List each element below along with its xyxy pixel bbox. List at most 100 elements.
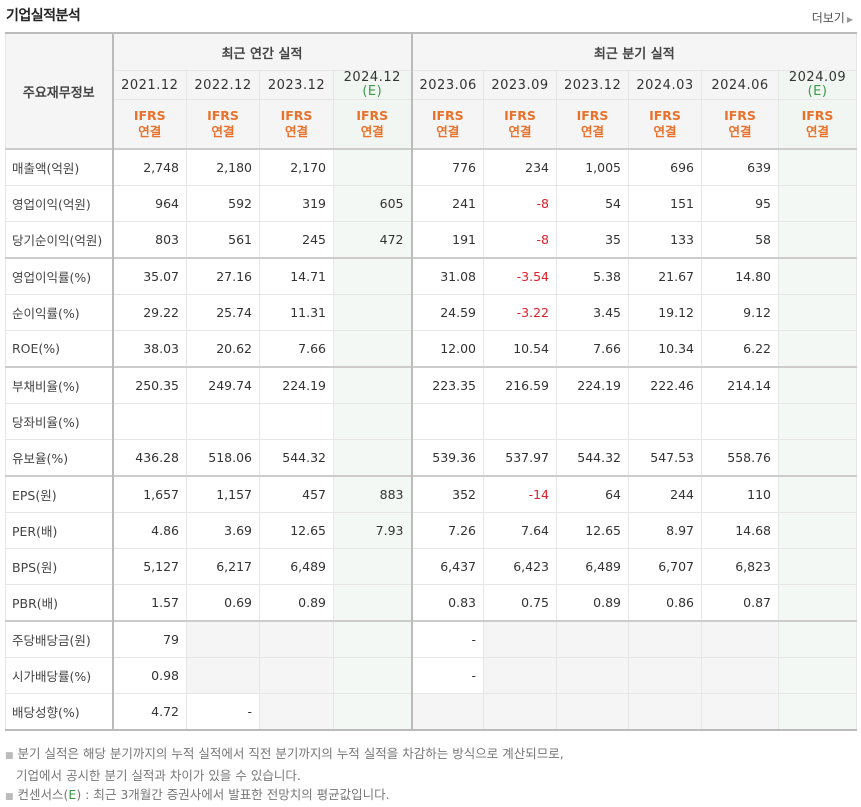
ifrs-label: IFRS [724, 108, 756, 123]
value-cell [777, 512, 858, 549]
row-label: EPS(원) [5, 475, 113, 513]
period-label: 2024.06 [711, 77, 769, 93]
consolidated-label: 연결 [728, 124, 752, 139]
row-label: BPS(원) [5, 548, 113, 585]
period-label: 2022.12 [194, 77, 252, 93]
value-cell: 544.32 [556, 439, 629, 477]
value-cell: 6,823 [701, 548, 779, 585]
ifrs-label: IFRS [801, 108, 834, 123]
estimate-mark: (E) [362, 84, 383, 99]
accounting-standard: IFRS 연결 [111, 99, 187, 150]
table-row: 배당성향(%) 4.72- [5, 693, 858, 731]
value-cell [777, 185, 858, 222]
value-cell [777, 693, 858, 731]
value-cell: 558.76 [701, 439, 779, 477]
value-cell: 457 [259, 475, 334, 513]
value-cell [259, 620, 334, 658]
accounting-standard: IFRS 연결 [483, 99, 557, 150]
value-cell: 214.14 [701, 366, 779, 404]
note-2: 기업에서 공시한 분기 실적과 차이가 있을 수 있습니다. [16, 768, 301, 783]
value-cell [777, 548, 858, 585]
value-cell: 352 [410, 475, 484, 513]
period-header: 2024.09 (E) [777, 70, 858, 100]
period-header: 2023.12 [259, 70, 334, 100]
value-cell: 10.34 [628, 330, 702, 368]
value-cell: 14.68 [701, 512, 779, 549]
row-label: 매출액(억원) [5, 148, 113, 186]
value-cell [556, 620, 629, 658]
ifrs-label: IFRS [649, 108, 681, 123]
ifrs-label: IFRS [133, 108, 166, 123]
accounting-standard: IFRS 연결 [410, 99, 484, 150]
value-cell [777, 403, 858, 440]
value-cell [701, 620, 779, 658]
value-cell: 14.71 [259, 257, 334, 295]
value-cell [186, 620, 260, 658]
row-label: 당기순이익(억원) [5, 221, 113, 259]
table-row: 영업이익률(%) 35.07 27.16 14.71 31.08 -3.54 5.38 21.… [5, 257, 858, 295]
value-cell: 537.97 [483, 439, 557, 477]
consolidated-label: 연결 [653, 124, 677, 139]
footnotes: ■ 분기 실적은 해당 분기까지의 누적 실적에서 직전 분기까지의 누적 실적을… [5, 746, 564, 802]
period-label: 2024.12 [343, 70, 401, 85]
table-row: 당기순이익(억원) 803 561 245 472 191 -8 35 133 58 [5, 221, 858, 259]
value-cell [777, 294, 858, 331]
value-cell: 29.22 [111, 294, 187, 331]
period-header: 2022.12 [186, 70, 260, 100]
value-cell: 12.65 [556, 512, 629, 549]
period-header: 2023.12 [556, 70, 629, 100]
value-cell [777, 148, 858, 186]
value-cell: 38.03 [111, 330, 187, 368]
row-label: PBR(배) [5, 584, 113, 622]
ifrs-label: IFRS [356, 108, 389, 123]
value-cell: -3.54 [483, 257, 557, 295]
value-cell: 0.89 [259, 584, 334, 622]
value-cell: 0.89 [556, 584, 629, 622]
value-cell: 0.75 [483, 584, 557, 622]
value-cell: 5.38 [556, 257, 629, 295]
consolidated-label: 연결 [436, 124, 460, 139]
table-row: 영업이익(억원) 964 592 319 605 241 -8 54 151 95 [5, 185, 858, 222]
more-label: 더보기 [811, 11, 845, 25]
ifrs-label: IFRS [280, 108, 313, 123]
value-cell [701, 693, 779, 731]
value-cell: 319 [259, 185, 334, 222]
period-label: 2024.09 [788, 70, 847, 85]
value-cell: 1,157 [186, 475, 260, 513]
ifrs-label: IFRS [576, 108, 609, 123]
table-row: 유보율(%) 436.28 518.06 544.32 539.36 537.97 544.… [5, 439, 858, 477]
row-label: 유보율(%) [5, 439, 113, 477]
value-cell: -8 [483, 185, 557, 222]
value-cell [333, 148, 412, 186]
table-row: 시가배당률(%) 0.98 - [5, 657, 858, 694]
value-cell: - [410, 620, 484, 658]
value-cell: 21.67 [628, 257, 702, 295]
value-cell: 472 [333, 221, 412, 259]
value-cell [186, 657, 260, 694]
value-cell: 110 [701, 475, 779, 513]
value-cell: -3.22 [483, 294, 557, 331]
value-cell: 6,489 [259, 548, 334, 585]
value-cell: 64 [556, 475, 629, 513]
estimate-mark: (E) [807, 84, 828, 99]
value-cell [556, 403, 629, 440]
value-cell: 35.07 [111, 257, 187, 295]
table-row: 매출액(억원) 2,748 2,180 2,170 776 234 1,005 696 639 [5, 148, 858, 186]
value-cell: 191 [410, 221, 484, 259]
table-row: 당좌비율(%) [5, 403, 858, 440]
row-label: 부채비율(%) [5, 366, 113, 404]
row-label: 영업이익률(%) [5, 257, 113, 295]
row-label: 영업이익(억원) [5, 185, 113, 222]
value-cell: 592 [186, 185, 260, 222]
value-cell [777, 366, 858, 404]
value-cell: 3.45 [556, 294, 629, 331]
value-cell [628, 693, 702, 731]
more-link[interactable]: 더보기 ▶ [812, 9, 853, 26]
value-cell: 0.83 [410, 584, 484, 622]
value-cell: 639 [701, 148, 779, 186]
value-cell: 4.72 [111, 693, 187, 731]
value-cell: -8 [483, 221, 557, 259]
value-cell: 11.31 [259, 294, 334, 331]
value-cell: 133 [628, 221, 702, 259]
value-cell: 20.62 [186, 330, 260, 368]
